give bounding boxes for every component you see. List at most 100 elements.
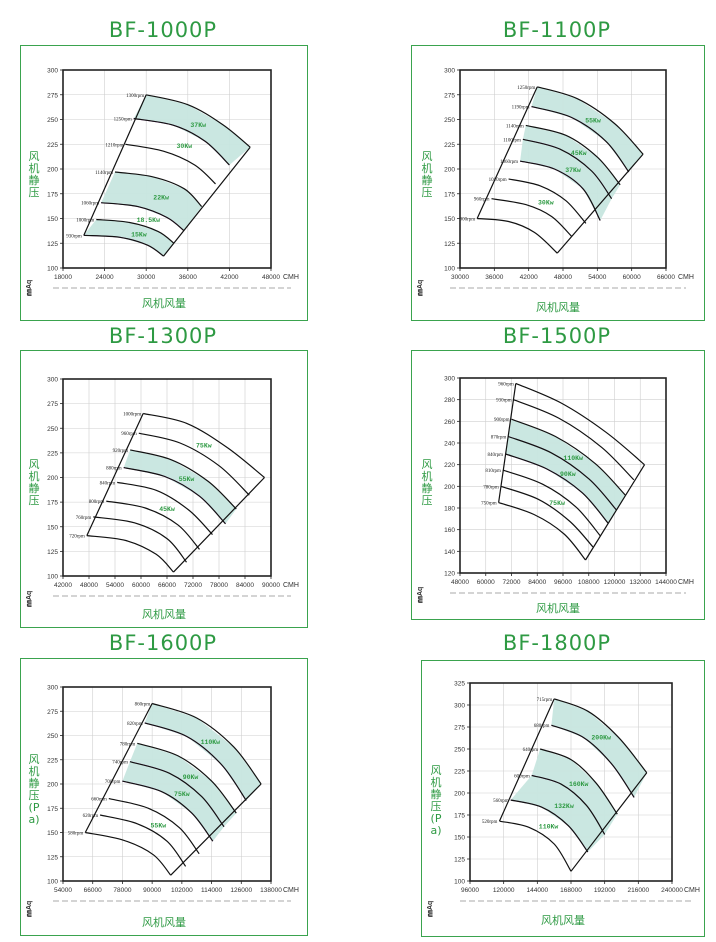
y-tick-label: 250 [47, 117, 58, 124]
rpm-curve [537, 86, 644, 155]
rpm-curve [114, 171, 203, 208]
chart-frame: 风机静压 ㎜Aq 风机风量 120 140 160 180 200 220 240 260 28… [411, 350, 705, 620]
y-tick-label: 275 [444, 92, 455, 99]
rpm-curve [146, 94, 251, 148]
x-tick-label: 42000 [54, 582, 72, 589]
power-label: 160Kw [569, 781, 589, 788]
power-band-fill [83, 219, 174, 257]
rpm-label: 750rpm [481, 502, 497, 507]
rpm-curve [151, 702, 262, 785]
rpm-curve [522, 138, 613, 200]
x-tick-label: 24000 [96, 274, 114, 281]
power-label: 37Kw [190, 122, 206, 129]
y-tick-label: 160 [444, 527, 455, 534]
boundary-line [163, 146, 251, 257]
y-axis-title: 风机静压 [421, 150, 433, 199]
x-tick-label: 48000 [262, 274, 280, 281]
y-tick-label: 300 [47, 68, 58, 75]
x-tick-label: 114000 [201, 887, 223, 894]
y-tick-label: 100 [444, 266, 455, 273]
x-axis-unit: CMH [283, 887, 299, 894]
chart-plot: 100 125 150 175 200 225 250 275 300 325 96000 12000… [454, 681, 700, 902]
rpm-label: 1250rpm [114, 118, 132, 123]
power-band-fill [531, 749, 618, 835]
rpm-curve [130, 449, 237, 510]
rpm-label: 780rpm [483, 485, 499, 490]
power-label: 75Kw [196, 442, 212, 449]
rpm-label: 900rpm [494, 418, 510, 423]
rpm-label: 1000rpm [123, 412, 141, 417]
x-tick-label: 60000 [477, 579, 495, 586]
x-tick-label: 144000 [526, 887, 548, 894]
y-tick-label: 200 [454, 791, 465, 798]
power-label: 45Kw [159, 506, 175, 513]
power-band-fill [133, 94, 251, 165]
power-label: 30Kw [538, 200, 554, 207]
x-axis-unit: CMH [678, 274, 694, 281]
y-axis-title: 风机静压(Pa) [28, 753, 40, 826]
rpm-label: 720rpm [69, 535, 85, 540]
rpm-curve [129, 761, 225, 828]
rpm-label: 920rpm [113, 449, 129, 454]
x-tick-label: 66000 [84, 887, 102, 894]
x-tick-label: 102000 [171, 887, 193, 894]
rpm-curve [504, 453, 609, 524]
y-tick-label: 175 [444, 191, 455, 198]
power-label: 55Kw [585, 117, 601, 124]
rpm-label: 760rpm [76, 516, 92, 521]
y-tick-label: 200 [47, 167, 58, 174]
y-tick-label: 100 [47, 879, 58, 886]
y-tick-label: 150 [47, 524, 58, 531]
y-tick-label: 240 [444, 441, 455, 448]
rpm-curve [85, 831, 172, 876]
rpm-curve [502, 469, 602, 537]
y-tick-label: 260 [444, 419, 455, 426]
power-label: 75Kw [174, 791, 190, 798]
power-band-fill [505, 436, 617, 524]
rpm-curve [138, 432, 250, 496]
rpm-curve [144, 722, 247, 801]
rpm-label: 620rpm [83, 814, 99, 819]
x-axis-title: 风机风量 [142, 297, 186, 310]
rpm-curve [123, 467, 226, 525]
x-tick-label: 78000 [210, 582, 228, 589]
y-tick-label: 225 [47, 757, 58, 764]
y-tick-label: 300 [444, 376, 455, 383]
y-tick-label: 125 [47, 854, 58, 861]
power-label: 22Kw [153, 195, 169, 202]
boundary-line [84, 703, 153, 833]
y-tick-label: 300 [47, 685, 58, 692]
y-tick-label: 150 [47, 216, 58, 223]
power-label: 30Kw [177, 143, 193, 150]
power-label: 15Kw [131, 231, 147, 238]
rpm-label: 580rpm [68, 832, 84, 837]
rpm-curve [86, 535, 174, 573]
y-tick-label: 100 [454, 879, 465, 886]
rpm-label: 960rpm [498, 382, 514, 387]
rpm-label: 780rpm [120, 742, 136, 747]
x-axis-unit: CMH [684, 887, 700, 894]
rpm-label: 930rpm [66, 234, 82, 239]
rpm-curve [510, 799, 589, 853]
x-tick-label: 96000 [554, 579, 572, 586]
chart-plot: 100 125 150 175 200 225 250 275 300 54000 66000 780… [47, 685, 299, 902]
x-tick-label: 54000 [588, 274, 606, 281]
rpm-label: 1300rpm [126, 94, 144, 99]
y-tick-label: 280 [444, 397, 455, 404]
chart-title: BF-1100P [502, 18, 612, 42]
chart-title: BF-1800P [502, 631, 612, 655]
y-tick-label: 300 [47, 377, 58, 384]
power-label: 90Kw [560, 471, 576, 478]
x-tick-label: 168000 [560, 887, 582, 894]
boundary-line [170, 783, 262, 876]
x-axis-unit: CMH [283, 582, 299, 589]
y-tick-label: 275 [454, 725, 465, 732]
boundary-line [83, 94, 147, 236]
y-axis-title: 风机静压 [28, 150, 40, 199]
x-tick-label: 48000 [80, 582, 98, 589]
x-tick-label: 240000 [661, 887, 683, 894]
y-tick-label: 175 [454, 813, 465, 820]
x-tick-label: 138000 [260, 887, 282, 894]
x-tick-label: 84000 [528, 579, 546, 586]
rpm-curve [525, 124, 621, 186]
